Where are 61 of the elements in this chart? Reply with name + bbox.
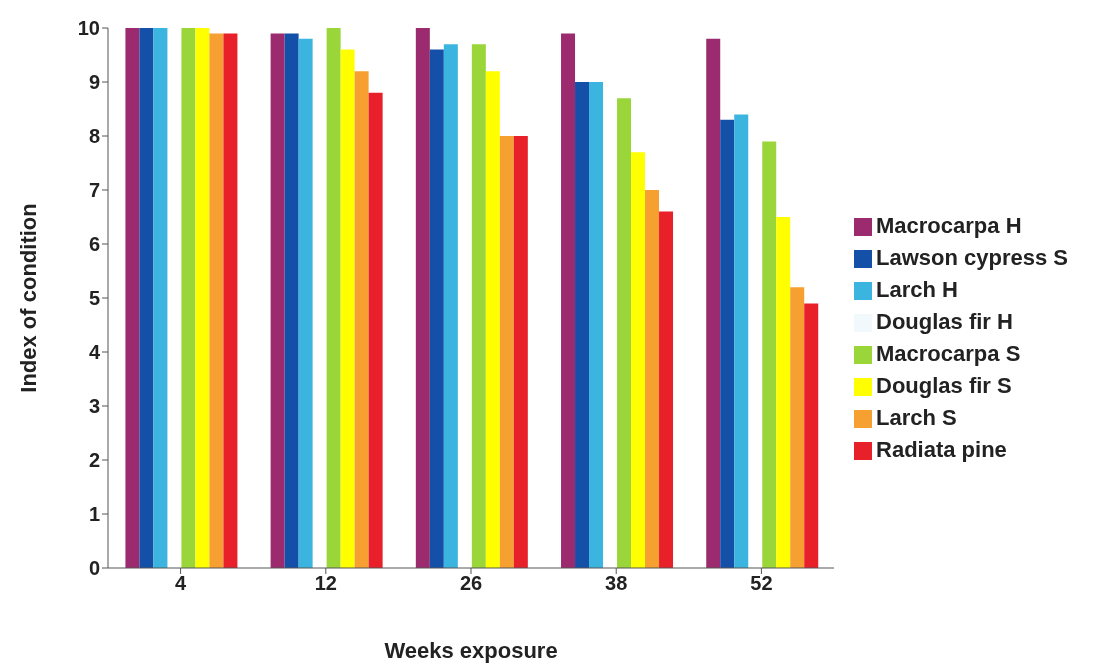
x-axis-title: Weeks exposure — [384, 638, 558, 663]
bar — [298, 38, 313, 568]
y-tick-label: 0 — [88, 557, 100, 580]
y-tick-label: 5 — [88, 287, 100, 310]
y-tick-label: 9 — [88, 71, 100, 94]
bar — [617, 98, 632, 568]
bar — [139, 28, 154, 568]
y-tick-label: 6 — [88, 233, 100, 256]
bar — [443, 44, 458, 568]
bar — [631, 152, 646, 568]
bar — [153, 28, 168, 568]
bar — [575, 82, 590, 568]
legend-label: Douglas fir H — [876, 309, 1013, 334]
x-tick-label: 26 — [459, 572, 483, 595]
bar — [513, 136, 528, 568]
y-axis-title: Index of condition — [15, 203, 41, 393]
y-tick-label: 7 — [88, 179, 100, 202]
bar — [223, 33, 238, 568]
bar — [209, 33, 224, 568]
legend-label: Macrocarpa H — [876, 213, 1022, 238]
legend-label: Lawson cypress S — [876, 245, 1068, 270]
bar — [762, 141, 777, 568]
bar — [284, 33, 299, 568]
legend-label: Douglas fir S — [876, 373, 1012, 398]
bar — [790, 287, 805, 568]
bar — [471, 44, 486, 568]
bar — [195, 28, 210, 568]
y-tick-label: 10 — [77, 17, 100, 40]
legend-label: Macrocarpa S — [876, 341, 1021, 366]
bar — [181, 28, 196, 568]
bar — [776, 217, 791, 568]
bar — [589, 82, 604, 568]
bar — [485, 71, 500, 568]
x-tick-label: 12 — [314, 572, 337, 595]
legend-label: Larch H — [876, 277, 958, 302]
bar — [326, 28, 341, 568]
x-tick-label: 38 — [605, 572, 628, 595]
bar — [720, 119, 735, 568]
bar — [706, 38, 721, 568]
y-tick-label: 1 — [88, 503, 100, 526]
bar — [429, 49, 444, 568]
bar — [804, 303, 819, 568]
legend-label: Radiata pine — [876, 437, 1007, 462]
bar — [645, 190, 660, 568]
x-tick-label: 52 — [750, 572, 773, 595]
legend-label: Larch S — [876, 405, 957, 430]
bar — [354, 71, 369, 568]
bar — [270, 33, 285, 568]
bar — [561, 33, 576, 568]
bar — [499, 136, 514, 568]
bar — [734, 114, 749, 568]
y-tick-label: 2 — [88, 449, 100, 472]
bar — [125, 28, 140, 568]
y-tick-label: 8 — [88, 125, 100, 148]
y-tick-label: 4 — [88, 341, 101, 364]
bar — [368, 92, 383, 568]
bar — [415, 28, 430, 568]
y-tick-label: 3 — [88, 395, 100, 418]
x-tick-label: 4 — [175, 572, 188, 595]
bar — [659, 211, 674, 568]
bar — [340, 49, 355, 568]
